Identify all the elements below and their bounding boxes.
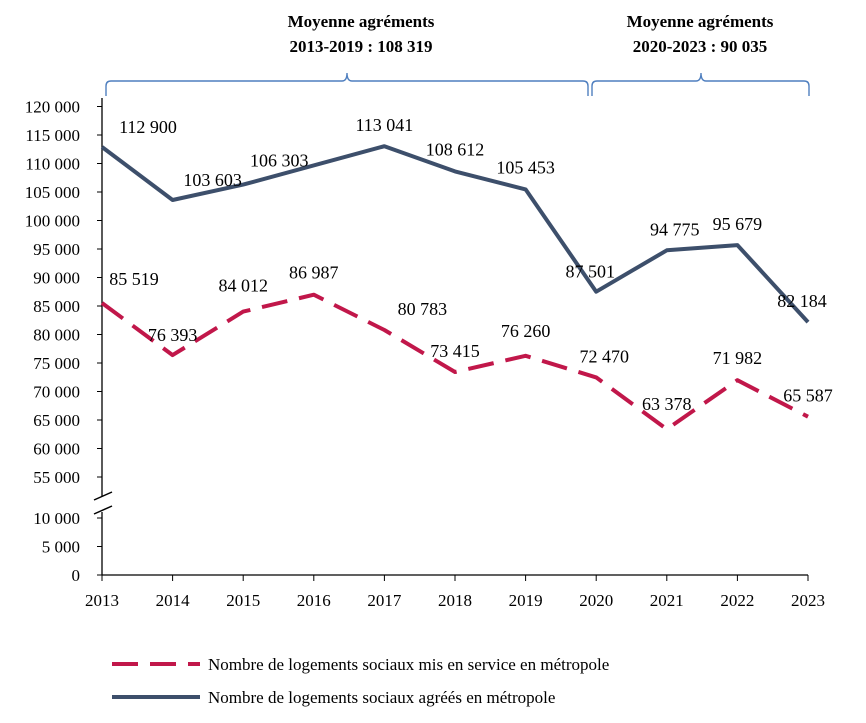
data-label-agrees: 87 501 xyxy=(565,262,615,282)
data-label-mis-en-service: 80 783 xyxy=(398,299,448,319)
y-tick-label: 105 000 xyxy=(25,183,80,202)
axis-break-mark-bottom xyxy=(93,505,113,515)
data-label-agrees: 94 775 xyxy=(650,219,700,239)
y-tick-label: 95 000 xyxy=(33,240,80,259)
average-annotations: Moyenne agréments 2013-2019 : 108 319 Mo… xyxy=(105,12,810,96)
brace-2013-2019 xyxy=(105,72,589,96)
series-line-agrees xyxy=(100,144,810,324)
data-label-agrees: 112 900 xyxy=(119,117,177,137)
data-label-mis-en-service: 84 012 xyxy=(218,276,268,296)
x-tick-label: 2020 xyxy=(579,591,613,610)
data-label-agrees: 82 184 xyxy=(777,291,827,311)
y-tick-label: 85 000 xyxy=(33,297,80,316)
data-label-mis-en-service: 72 470 xyxy=(579,346,629,366)
y-tick-label: 120 000 xyxy=(25,98,80,117)
data-label-mis-en-service: 85 519 xyxy=(109,269,159,289)
data-labels: 112 900 103 603 106 303 113 041 108 612 105 4… xyxy=(109,115,833,414)
y-tick-label: 75 000 xyxy=(33,354,80,373)
data-label-mis-en-service: 65 587 xyxy=(783,386,833,406)
series-line-mis-en-service xyxy=(100,292,809,432)
y-tick-label: 80 000 xyxy=(33,326,80,345)
x-tick-label: 2022 xyxy=(720,591,754,610)
y-tick-label: 55 000 xyxy=(33,468,80,487)
x-tick-label: 2018 xyxy=(438,591,472,610)
data-label-agrees: 106 303 xyxy=(250,151,309,171)
legend-label-mis-en-service: Nombre de logements sociaux mis en servi… xyxy=(208,655,609,674)
data-label-mis-en-service: 63 378 xyxy=(642,394,692,414)
x-tick-label: 2013 xyxy=(85,591,119,610)
y-tick-label: 100 000 xyxy=(25,212,80,231)
annotation-value-2020-2023: 2020-2023 : 90 035 xyxy=(633,37,768,56)
annotation-value-2013-2019: 2013-2019 : 108 319 xyxy=(289,37,432,56)
x-tick-label: 2019 xyxy=(509,591,543,610)
x-tick-label: 2023 xyxy=(791,591,825,610)
data-label-mis-en-service: 71 982 xyxy=(713,348,763,368)
x-tick-label: 2016 xyxy=(297,591,331,610)
series-layer xyxy=(100,144,810,432)
x-tick-label: 2014 xyxy=(156,591,191,610)
data-label-mis-en-service: 73 415 xyxy=(430,341,480,361)
y-tick-label: 90 000 xyxy=(33,269,80,288)
axis-break-mark-top xyxy=(93,491,113,501)
x-tick-label: 2015 xyxy=(226,591,260,610)
data-label-mis-en-service: 86 987 xyxy=(289,263,339,283)
data-label-agrees: 103 603 xyxy=(183,170,242,190)
y-tick-label: 65 000 xyxy=(33,411,80,430)
y-tick-label: 60 000 xyxy=(33,440,80,459)
annotation-title-2013-2019: Moyenne agréments xyxy=(288,12,435,31)
data-label-agrees: 113 041 xyxy=(355,115,413,135)
x-tick-label: 2021 xyxy=(650,591,684,610)
y-tick-label: 70 000 xyxy=(33,383,80,402)
y-tick-label: 110 000 xyxy=(25,155,80,174)
y-tick-label: 0 xyxy=(72,566,81,585)
y-tick-label: 10 000 xyxy=(33,509,80,528)
data-label-mis-en-service: 76 260 xyxy=(501,321,551,341)
y-tick-label: 5 000 xyxy=(42,538,80,557)
annotation-title-2020-2023: Moyenne agréments xyxy=(627,12,774,31)
data-label-mis-en-service: 76 393 xyxy=(148,325,198,345)
data-label-agrees: 108 612 xyxy=(426,139,485,159)
legend-label-agrees: Nombre de logements sociaux agréés en mé… xyxy=(208,688,555,707)
data-label-agrees: 95 679 xyxy=(713,214,763,234)
legend: Nombre de logements sociaux mis en servi… xyxy=(112,655,609,707)
brace-2020-2023 xyxy=(591,72,810,96)
y-tick-label: 115 000 xyxy=(25,126,80,145)
data-label-agrees: 105 453 xyxy=(496,157,555,177)
axes: 0 5 000 10 000 55 000 60 000 65 000 70 000 75 0… xyxy=(25,98,825,611)
x-tick-label: 2017 xyxy=(367,591,402,610)
